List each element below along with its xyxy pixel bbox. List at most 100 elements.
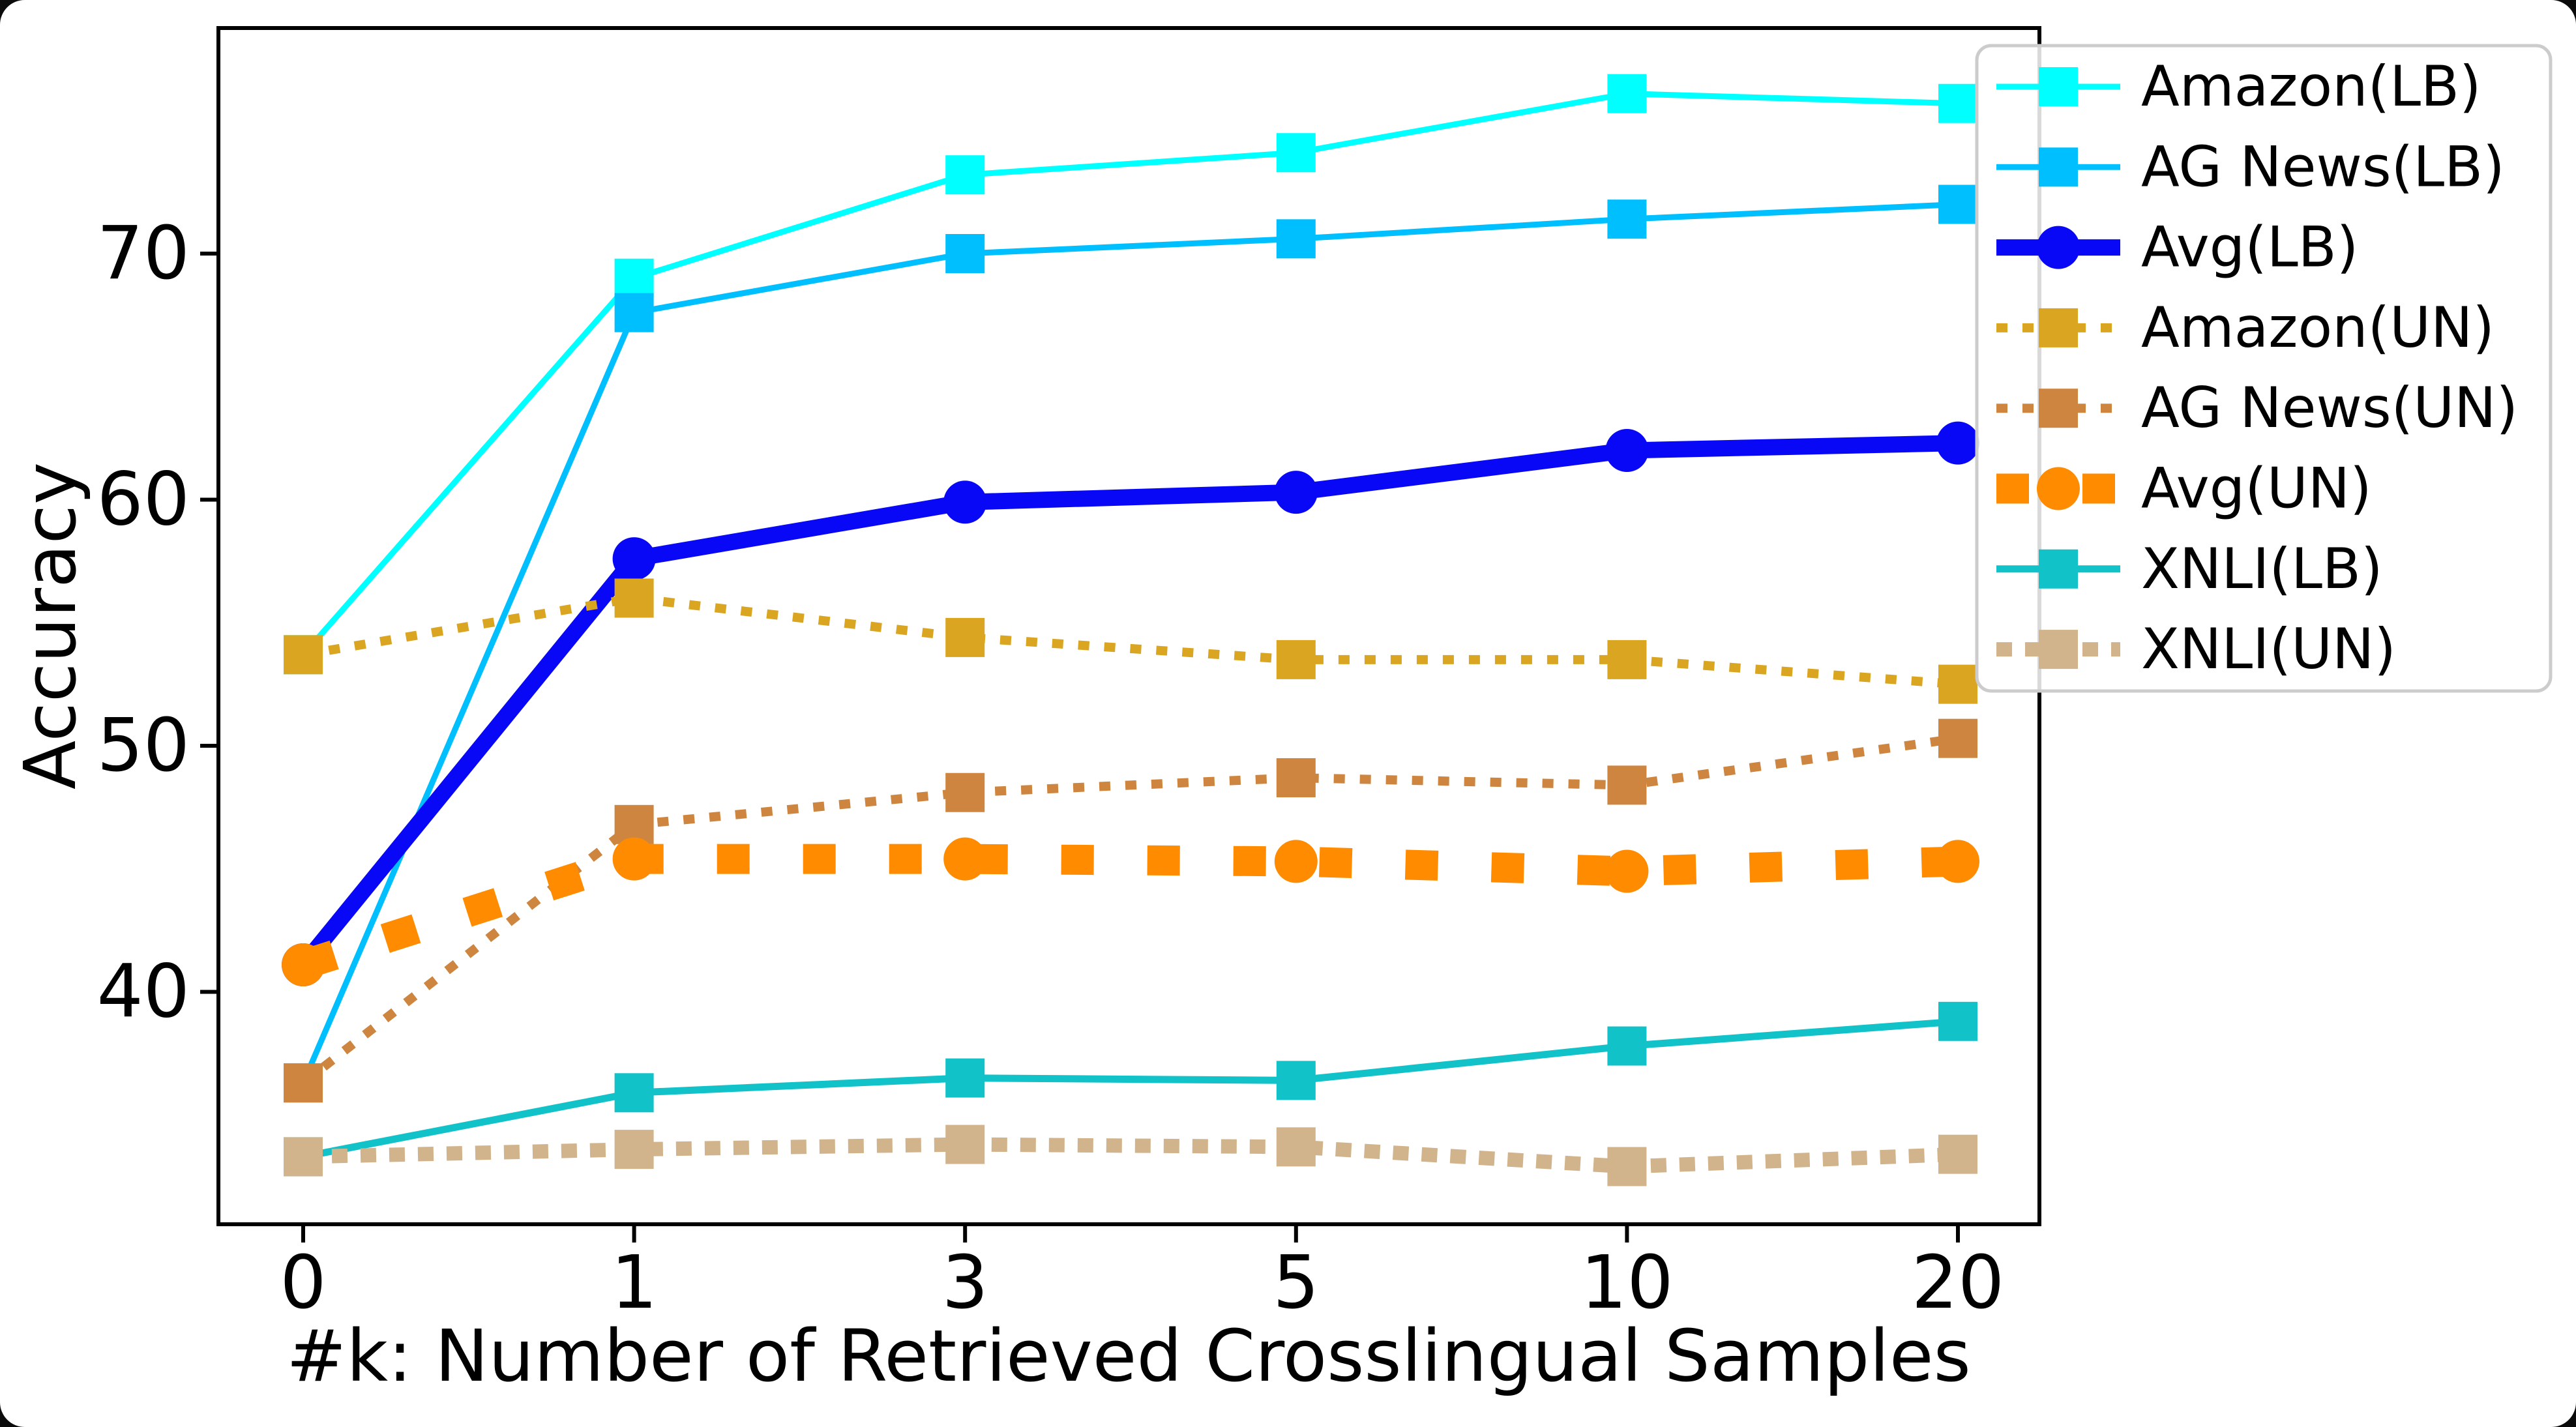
series-marker xyxy=(1938,184,1977,224)
series-marker xyxy=(943,480,987,524)
series-marker xyxy=(1938,718,1977,758)
series-marker xyxy=(614,258,654,298)
series-xnli-un xyxy=(284,1125,1977,1186)
legend-item-label: Amazon(UN) xyxy=(2141,295,2495,360)
series-marker xyxy=(945,1125,985,1164)
legend-item-label: AG News(UN) xyxy=(2141,375,2518,441)
axis-ticks: 40 50 60 70 0 1 3 5 10 20 xyxy=(96,211,2004,1325)
series-marker xyxy=(1607,765,1647,805)
legend-swatch-marker xyxy=(2039,308,2078,347)
series-marker xyxy=(1276,1061,1316,1100)
series-marker xyxy=(1936,421,1979,465)
x-tick-label: 10 xyxy=(1580,1241,1674,1325)
x-tick-label: 0 xyxy=(280,1241,326,1325)
series-line xyxy=(302,1018,1959,1160)
series-marker xyxy=(1936,840,1979,883)
series-marker xyxy=(1274,840,1318,883)
series-marker xyxy=(1938,1134,1977,1174)
series-marker xyxy=(1276,758,1316,798)
series-line xyxy=(301,91,1959,657)
legend-item-label: Amazon(LB) xyxy=(2141,54,2481,119)
series-marker xyxy=(945,155,985,195)
legend-item-ag-news-lb: AG News(LB) xyxy=(1996,134,2505,199)
series-marker xyxy=(943,837,987,881)
series-marker xyxy=(1274,471,1318,514)
legend-item-ag-news-un: AG News(UN) xyxy=(1996,375,2518,441)
series-marker xyxy=(284,1063,323,1103)
series-marker xyxy=(612,837,656,881)
series-marker xyxy=(1938,1001,1977,1041)
series-line xyxy=(297,435,1959,970)
series-marker xyxy=(1605,849,1649,893)
series-marker xyxy=(614,1130,654,1170)
y-axis-label: Accuracy xyxy=(8,462,92,789)
series-marker xyxy=(1607,640,1647,679)
x-axis-label: #k: Number of Retrieved Crosslingual Sam… xyxy=(286,1314,1971,1398)
legend-item-xnli-un: XNLI(UN) xyxy=(1996,617,2396,682)
series-avg-un xyxy=(282,837,1979,986)
series-marker xyxy=(1276,133,1316,173)
x-tick-label: 20 xyxy=(1912,1241,2005,1325)
legend: Amazon(LB) AG News(LB) Avg(LB) Amazon(UN) AG… xyxy=(1975,44,2553,693)
series-marker xyxy=(282,943,325,986)
x-tick-label: 3 xyxy=(942,1241,988,1325)
series-line xyxy=(300,201,1959,1084)
legend-item-xnli-lb: XNLI(LB) xyxy=(1996,537,2383,602)
legend-swatch-marker xyxy=(2039,67,2078,106)
series-marker xyxy=(1607,199,1647,239)
plot-area xyxy=(282,74,1979,1186)
legend-swatch-marker xyxy=(2039,630,2078,669)
series-line xyxy=(298,844,1959,979)
y-tick-label: 50 xyxy=(96,703,190,788)
series-marker xyxy=(1605,429,1649,472)
series-marker xyxy=(1938,664,1977,704)
legend-item-label: Avg(UN) xyxy=(2141,456,2372,522)
legend-item-amazon-lb: Amazon(LB) xyxy=(1996,54,2481,119)
legend-swatch-marker xyxy=(2039,549,2078,589)
y-tick-label: 60 xyxy=(96,458,190,542)
legend-item-avg-lb: Avg(LB) xyxy=(1996,215,2358,280)
y-tick-label: 40 xyxy=(96,950,190,1035)
x-tick-label: 5 xyxy=(1273,1241,1319,1325)
legend-item-label: Avg(LB) xyxy=(2141,215,2358,280)
series-marker xyxy=(1276,1127,1316,1167)
series-marker xyxy=(614,578,654,618)
series-marker xyxy=(284,1137,323,1177)
series-marker xyxy=(1607,1147,1647,1186)
legend-item-label: AG News(LB) xyxy=(2141,134,2505,199)
series-ag-news-un xyxy=(284,718,1977,1103)
series-marker xyxy=(614,1073,654,1113)
x-tick-label: 1 xyxy=(611,1241,657,1325)
series-marker xyxy=(614,293,654,332)
series-marker xyxy=(1607,1026,1647,1066)
legend-item-avg-un: Avg(UN) xyxy=(1996,456,2372,522)
legend-item-label: XNLI(UN) xyxy=(2141,617,2396,682)
series-marker xyxy=(1938,83,1977,123)
legend-item-amazon-un: Amazon(UN) xyxy=(1996,295,2495,360)
series-amazon-lb xyxy=(284,74,1977,675)
series-marker xyxy=(1276,640,1316,679)
series-xnli-lb xyxy=(284,1001,1977,1177)
legend-item-label: XNLI(LB) xyxy=(2141,537,2383,602)
series-ag-news-lb xyxy=(284,184,1977,1103)
series-amazon-un xyxy=(284,578,1977,704)
series-marker xyxy=(284,635,323,675)
y-tick-label: 70 xyxy=(96,211,190,296)
legend-box xyxy=(1975,44,2553,693)
series-marker xyxy=(1607,74,1647,113)
series-marker xyxy=(945,234,985,273)
series-marker xyxy=(945,617,985,657)
series-line xyxy=(302,593,1959,689)
series-marker xyxy=(612,537,656,581)
legend-swatch-marker xyxy=(2039,389,2078,428)
legend-swatch-marker xyxy=(2039,147,2078,187)
series-line xyxy=(303,1137,1959,1174)
series-line xyxy=(300,733,1959,1087)
legend-swatch-marker xyxy=(2037,226,2080,269)
series-marker xyxy=(945,1058,985,1098)
series-marker xyxy=(1276,219,1316,259)
series-marker xyxy=(945,772,985,812)
legend-swatch-marker xyxy=(2037,467,2080,510)
